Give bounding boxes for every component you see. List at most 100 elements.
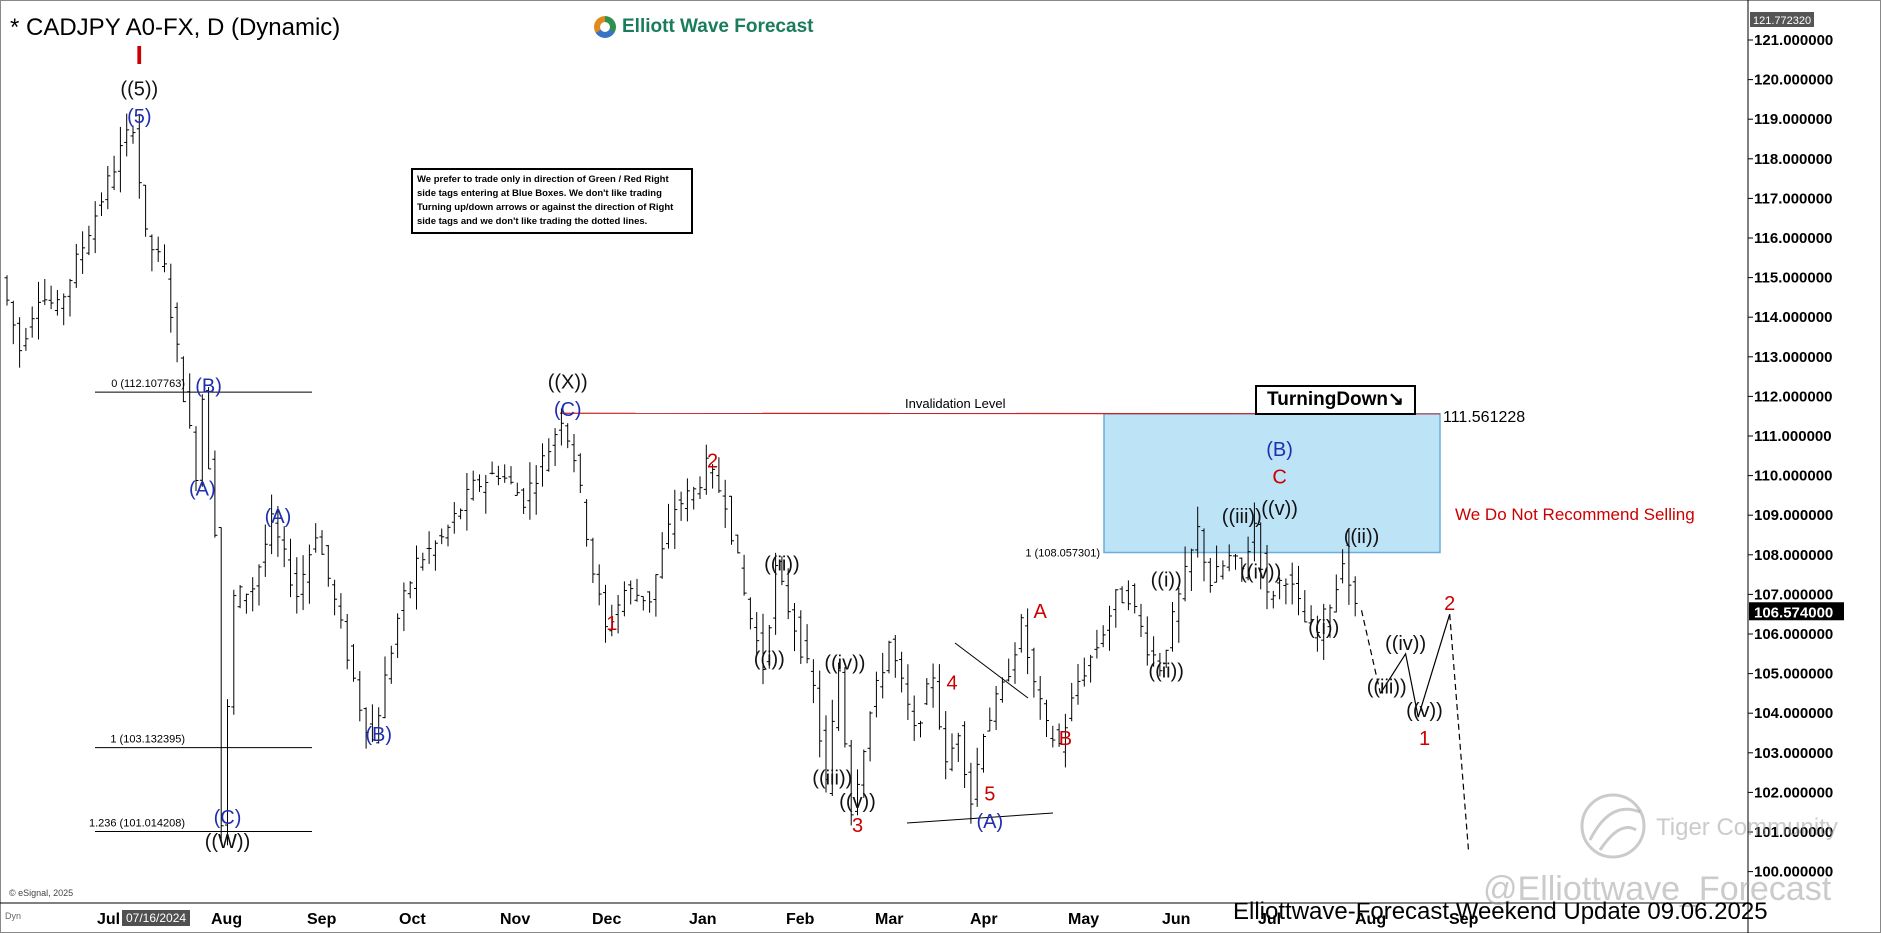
price-bar <box>162 244 167 273</box>
price-bar <box>445 524 451 547</box>
price-bar <box>867 711 873 762</box>
wave-label: ((ii)) <box>1344 526 1380 548</box>
price-bar <box>1088 654 1094 683</box>
price-bar <box>905 664 911 720</box>
price-tick-label: 121.000000 <box>1754 32 1833 49</box>
price-bar <box>1081 657 1087 687</box>
price-bar <box>300 555 306 611</box>
price-bar <box>92 201 98 254</box>
price-bar <box>432 540 438 571</box>
price-bar <box>672 489 678 550</box>
price-bar <box>1132 583 1138 614</box>
time-tick-label: Jun <box>1162 911 1190 928</box>
price-bar <box>382 656 388 719</box>
wave-label: (A) <box>189 478 216 500</box>
price-bar <box>502 464 508 483</box>
price-axis: 100.000000 101.000000 102.000000 103.000000… <box>1748 32 1833 881</box>
price-bar <box>1308 605 1314 625</box>
price-bar <box>590 537 596 584</box>
time-tick-label: Nov <box>500 911 530 928</box>
price-bar <box>168 263 174 333</box>
price-bar <box>666 503 671 549</box>
blue-box-top-value: 111.561228 <box>1443 409 1525 426</box>
wave-label: ((v)) <box>1406 700 1443 722</box>
price-bar <box>325 544 331 587</box>
price-bar <box>735 534 741 554</box>
price-bar <box>262 524 268 577</box>
price-bar <box>231 589 237 715</box>
price-bar <box>552 428 558 466</box>
price-bar <box>716 457 722 493</box>
price-bar <box>483 474 489 514</box>
price-bar <box>640 595 646 611</box>
wave-label: ((iii)) <box>1222 506 1262 528</box>
price-bar <box>747 597 753 630</box>
price-bar <box>628 580 634 605</box>
price-bar <box>1094 629 1100 659</box>
time-tick-label: Aug <box>211 911 242 928</box>
price-bar <box>1352 576 1358 617</box>
wave-label: 2 <box>707 451 718 473</box>
price-bar <box>1283 578 1289 605</box>
price-tick-label: 113.000000 <box>1754 349 1832 366</box>
invalidation-label: Invalidation Level <box>905 396 1006 411</box>
price-bar <box>48 285 54 310</box>
wave-label: ((v)) <box>1261 498 1298 520</box>
price-bar <box>426 531 432 564</box>
price-bar <box>1056 723 1062 747</box>
trading-note: We prefer to trade only in direction of … <box>411 168 693 234</box>
price-bar <box>1050 725 1056 748</box>
price-bar <box>1044 699 1049 737</box>
cursor-date-box: 07/16/2024 <box>122 910 191 926</box>
price-bar <box>1182 546 1188 602</box>
price-bar <box>199 394 205 487</box>
price-bar <box>653 574 659 617</box>
price-bar <box>225 699 230 846</box>
price-bar <box>1138 603 1144 637</box>
price-bar <box>678 491 684 521</box>
price-bar <box>1327 604 1333 638</box>
price-tick-label: 108.000000 <box>1754 547 1833 564</box>
price-bar <box>930 663 936 708</box>
price-bar <box>1302 590 1308 623</box>
wave-label: ((W)) <box>205 831 251 853</box>
price-bar <box>1245 536 1251 581</box>
price-bar <box>477 474 482 492</box>
price-bar <box>288 538 293 598</box>
price-bar <box>180 356 186 403</box>
price-bar <box>924 678 930 706</box>
price-bar <box>1151 636 1157 667</box>
price-bar <box>1018 614 1024 653</box>
price-bar <box>1321 603 1327 660</box>
price-bar <box>584 499 590 547</box>
price-bar <box>73 243 79 288</box>
price-bar <box>117 126 123 193</box>
wave-label: ((i)) <box>1308 617 1339 639</box>
price-bar <box>1270 590 1276 609</box>
price-bar <box>1277 577 1283 600</box>
price-bar <box>61 293 67 326</box>
wave-label: 2 <box>1444 593 1455 615</box>
brand-globe-icon <box>594 16 616 38</box>
price-bar <box>829 699 835 797</box>
price-bar <box>250 577 256 612</box>
price-bar <box>67 278 73 317</box>
price-bar <box>1170 602 1175 652</box>
price-bar <box>810 659 816 704</box>
price-bar <box>42 279 48 306</box>
price-bar <box>86 225 92 256</box>
price-bar <box>836 662 842 731</box>
time-tick-label: Jul <box>1258 911 1281 928</box>
price-bar <box>760 613 766 685</box>
projection-solid <box>1379 614 1451 718</box>
fib-levels: 0 (112.107763) 1 (103.132395) 1.236 (101.0… <box>89 378 1100 832</box>
price-bar <box>861 749 867 798</box>
price-bar <box>149 234 155 272</box>
price-bar <box>54 289 60 316</box>
wave-label: 1 <box>1419 728 1430 750</box>
price-bar <box>281 526 287 568</box>
top-readout-label: 121.772320 <box>1753 15 1811 27</box>
price-bar <box>1125 580 1131 611</box>
price-bar <box>218 527 224 843</box>
